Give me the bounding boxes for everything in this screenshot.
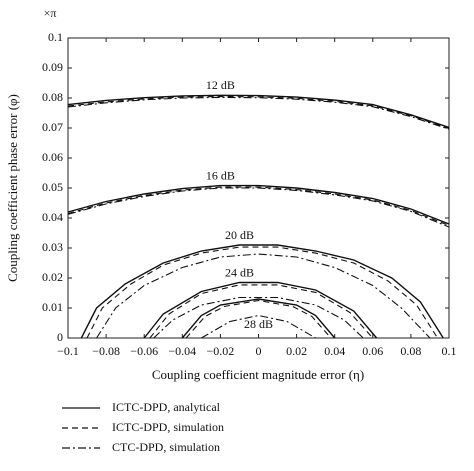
- contour-line: [67, 187, 450, 228]
- contour-line: [67, 94, 450, 129]
- y-tick-label: 0.08: [42, 90, 63, 104]
- x-tick-label: −0.06: [130, 344, 158, 358]
- contour-label: 24 dB: [225, 265, 254, 279]
- legend-label: ICTC-DPD, simulation: [112, 420, 224, 434]
- contour-line: [185, 299, 332, 339]
- contour-line: [143, 281, 378, 339]
- x-tick-label: −0.1: [57, 344, 79, 358]
- x-tick-label: 0.06: [362, 344, 383, 358]
- y-tick-label: 0.03: [42, 240, 63, 254]
- x-tick-label: 0.04: [324, 344, 345, 358]
- x-tick-label: −0.04: [168, 344, 196, 358]
- x-tick-label: 0.1: [442, 344, 457, 358]
- y-tick-label: 0.07: [42, 120, 63, 134]
- contour-line: [67, 95, 450, 129]
- contour-label: 20 dB: [225, 228, 254, 242]
- y-tick-label: 0.1: [48, 30, 63, 44]
- y-tick-label: 0.09: [42, 60, 63, 74]
- x-tick-label: 0.08: [400, 344, 421, 358]
- y-tick-label: 0.06: [42, 150, 63, 164]
- legend-label: CTC-DPD, simulation: [112, 440, 220, 454]
- contour-line: [181, 298, 336, 339]
- y-tick-label: 0.05: [42, 180, 63, 194]
- legend-label: ICTC-DPD, analytical: [112, 400, 221, 414]
- y-axis-label: Coupling coefficient phase error (φ): [5, 94, 20, 282]
- contour-line: [96, 253, 431, 339]
- contour-line: [67, 96, 450, 130]
- y-unit-label: ×π: [44, 6, 57, 20]
- contour-line: [67, 184, 450, 225]
- contour-label: 28 dB: [244, 317, 273, 331]
- contour-line: [86, 246, 439, 339]
- x-tick-label: −0.02: [207, 344, 235, 358]
- x-tick-label: −0.08: [92, 344, 120, 358]
- contour-line: [153, 296, 364, 339]
- x-tick-label: 0.02: [286, 344, 307, 358]
- contour-label: 16 dB: [206, 168, 235, 182]
- x-axis-label: Coupling coefficient magnitude error (η): [152, 367, 364, 382]
- y-tick-label: 0: [57, 330, 63, 344]
- x-tick-label: 0: [256, 344, 262, 358]
- y-tick-label: 0.01: [42, 300, 63, 314]
- contour-label: 12 dB: [206, 78, 235, 92]
- y-tick-label: 0.04: [42, 210, 63, 224]
- contour-line: [80, 244, 444, 339]
- contour-line: [201, 314, 316, 339]
- y-tick-label: 0.02: [42, 270, 63, 284]
- contour-line: [67, 186, 450, 227]
